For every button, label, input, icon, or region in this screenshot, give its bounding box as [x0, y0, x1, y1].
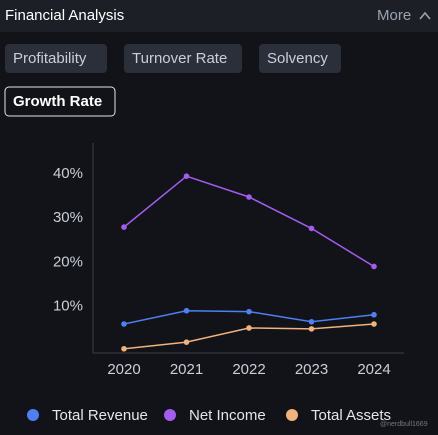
- data-point: [308, 318, 315, 325]
- tab-label[interactable]: Turnover Rate: [132, 50, 227, 67]
- legend-label[interactable]: Total Revenue: [52, 407, 148, 424]
- x-tick-label: 2023: [295, 361, 328, 378]
- watermark: @nerdbull1669: [380, 421, 428, 428]
- data-point: [371, 311, 377, 318]
- tab[interactable]: [5, 44, 107, 73]
- data-point: [246, 308, 252, 315]
- data-point: [183, 339, 190, 345]
- data-point: [308, 326, 315, 332]
- legend-label[interactable]: Total Assets: [311, 407, 391, 424]
- data-point: [308, 225, 315, 232]
- y-tick-label: 20%: [53, 253, 83, 270]
- y-tick-label: 40%: [53, 165, 83, 182]
- legend-label[interactable]: Net Income: [189, 407, 266, 424]
- data-point: [121, 345, 127, 352]
- data-point: [371, 321, 377, 327]
- header-bar: [0, 0, 438, 32]
- x-tick-label: 2024: [357, 361, 390, 378]
- header-title: Financial Analysis: [5, 7, 124, 24]
- x-tick-label: 2020: [107, 361, 140, 378]
- legend-swatch[interactable]: [164, 409, 176, 421]
- data-point: [246, 325, 252, 331]
- more-button[interactable]: More: [377, 7, 411, 24]
- legend-swatch[interactable]: [27, 409, 39, 421]
- tab[interactable]: [259, 44, 341, 73]
- data-point: [121, 224, 127, 230]
- tab-label[interactable]: Profitability: [13, 50, 87, 67]
- more-icon[interactable]: [419, 11, 431, 20]
- tab-label[interactable]: Growth Rate: [13, 93, 102, 110]
- data-point: [183, 173, 190, 179]
- data-point: [246, 194, 252, 200]
- tab[interactable]: [4, 86, 116, 117]
- data-point: [371, 263, 377, 270]
- data-point: [121, 321, 127, 327]
- x-tick-label: 2021: [170, 361, 203, 378]
- data-point: [183, 307, 190, 314]
- tab-label[interactable]: Solvency: [267, 50, 328, 67]
- y-tick-label: 30%: [53, 209, 83, 226]
- legend-swatch[interactable]: [286, 409, 298, 421]
- tab[interactable]: [124, 44, 242, 73]
- y-tick-label: 10%: [53, 298, 83, 315]
- x-tick-label: 2022: [232, 361, 265, 378]
